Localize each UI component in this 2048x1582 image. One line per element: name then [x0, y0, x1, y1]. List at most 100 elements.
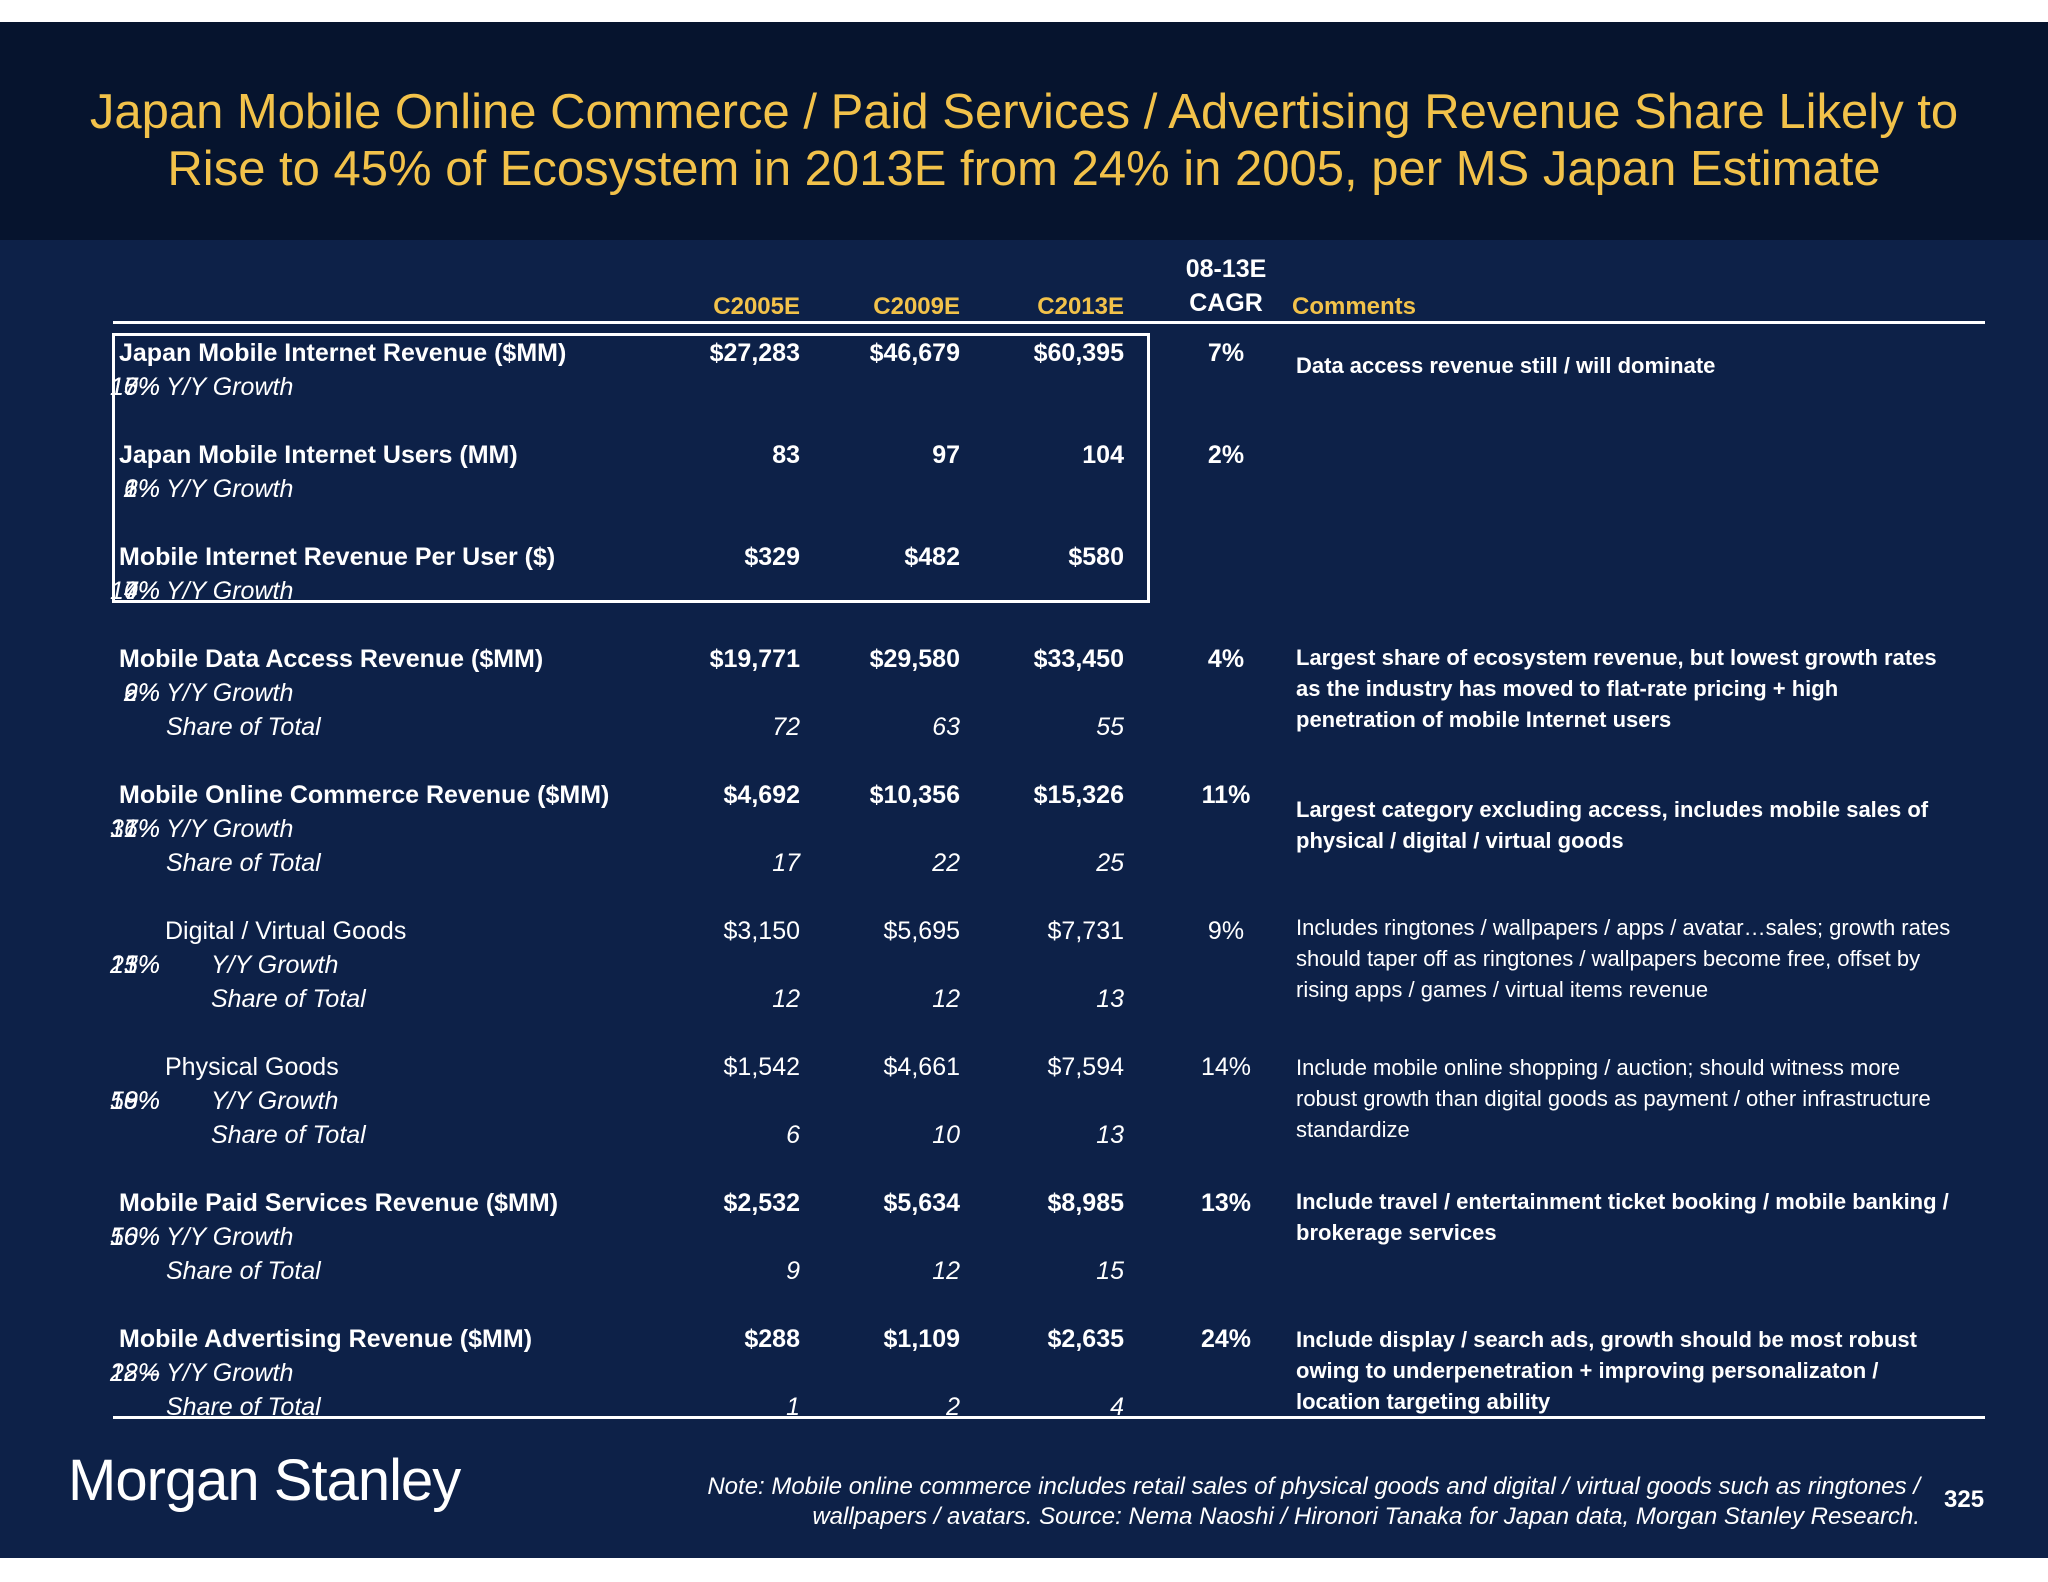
row-label: Share of Total — [211, 1121, 366, 1149]
comment-line: penetration of mobile Internet users — [1296, 707, 1672, 732]
value-c2009: 16% — [109, 815, 160, 843]
header-cagr-bottom: CAGR — [1189, 289, 1263, 317]
comment-line: standardize — [1296, 1117, 1410, 1142]
comment-line: Largest share of ecosystem revenue, but … — [1296, 645, 1937, 670]
value-c2013: $7,731 — [1047, 917, 1124, 945]
comment-line: physical / digital / virtual goods — [1296, 828, 1624, 853]
row-label: Y/Y Growth — [166, 373, 294, 401]
value-c2005: $1,542 — [723, 1053, 800, 1081]
table-row: Mobile Internet Revenue Per User ($) $32… — [0, 540, 2048, 574]
row-label: Y/Y Growth — [166, 1223, 294, 1251]
row-label: Digital / Virtual Goods — [165, 917, 407, 945]
value-c2009: 2% — [123, 475, 160, 503]
comment-line: Include display / search ads, growth sho… — [1296, 1327, 1917, 1352]
row-label: Japan Mobile Internet Users (MM) — [119, 441, 518, 469]
row-label: Share of Total — [211, 985, 366, 1013]
value-cagr: 2% — [1207, 441, 1245, 469]
value-c2009: $482 — [904, 543, 960, 571]
table-row: Share of Total 17 22 25 — [0, 846, 2048, 880]
header-comments: Comments — [1292, 293, 1417, 320]
value-c2005: $3,150 — [723, 917, 800, 945]
value-c2013: $580 — [1068, 543, 1124, 571]
row-label: Y/Y Growth — [211, 1087, 339, 1115]
table-row: Y/Y Growth 59% 18% 10% — [0, 1084, 2048, 1118]
footnote-line-2: wallpapers / avatars. Source: Nema Naosh… — [812, 1503, 1920, 1530]
page-number: 325 — [1944, 1486, 1985, 1513]
table-row: Y/Y Growth 56% 16% 10% — [0, 1220, 2048, 1254]
comment-line: location targeting ability — [1296, 1389, 1551, 1414]
value-c2013: 13 — [1096, 1121, 1124, 1149]
value-c2005: 10% — [109, 577, 160, 605]
row-label: Y/Y Growth — [166, 679, 294, 707]
value-c2005: 83 — [772, 441, 800, 469]
table-row: Y/Y Growth 17% 10% 5% — [0, 370, 2048, 404]
slide: Japan Mobile Online Commerce / Paid Serv… — [0, 22, 2048, 1558]
comment-data-access: Largest share of ecosystem revenue, but … — [1296, 642, 1996, 735]
header-c2009: C2009E — [873, 293, 960, 320]
footnote-line-1: Note: Mobile online commerce includes re… — [707, 1473, 1920, 1500]
table-row: Mobile Data Access Revenue ($MM) $19,771… — [0, 642, 2048, 676]
value-c2005: $329 — [744, 543, 800, 571]
value-c2013: $60,395 — [1033, 339, 1124, 367]
value-c2005: 1 — [786, 1393, 800, 1421]
table-row: Share of Total 6 10 13 — [0, 1118, 2048, 1152]
value-c2013: 25 — [1096, 849, 1124, 877]
row-label: Share of Total — [166, 1257, 321, 1285]
table-row: Share of Total 9 12 15 — [0, 1254, 2048, 1288]
value-c2013: 15 — [1096, 1257, 1124, 1285]
comment-advertising: Include display / search ads, growth sho… — [1296, 1324, 1996, 1417]
value-cagr: 24% — [1200, 1325, 1252, 1353]
value-c2013: 5% — [123, 373, 160, 401]
value-c2005: 21% — [109, 951, 160, 979]
value-c2005: $288 — [744, 1325, 800, 1353]
row-label: Share of Total — [166, 849, 321, 877]
value-c2005: -- — [143, 1359, 160, 1387]
value-cagr: 14% — [1200, 1053, 1252, 1081]
table-row: Y/Y Growth 6% 2% 1% — [0, 472, 2048, 506]
slide-title: Japan Mobile Online Commerce / Paid Serv… — [20, 84, 2028, 198]
value-c2005: 6 — [786, 1121, 800, 1149]
value-cagr: 13% — [1200, 1189, 1252, 1217]
row-label: Mobile Online Commerce Revenue ($MM) — [119, 781, 610, 809]
bottom-rule — [113, 1416, 1985, 1419]
value-c2005: 59% — [109, 1087, 160, 1115]
value-c2009: 16% — [109, 1223, 160, 1251]
value-c2009: 6% — [123, 679, 160, 707]
row-label: Share of Total — [166, 713, 321, 741]
value-c2013: 2% — [123, 679, 160, 707]
value-c2009: 7% — [123, 577, 160, 605]
header-cagr: 08-13E CAGR — [1166, 252, 1286, 320]
value-c2005: 9 — [786, 1257, 800, 1285]
value-cagr: 9% — [1207, 917, 1245, 945]
comment-line: Include travel / entertainment ticket bo… — [1296, 1189, 1949, 1214]
value-c2013: 4% — [123, 577, 160, 605]
value-c2005: 17 — [772, 849, 800, 877]
row-label: Mobile Data Access Revenue ($MM) — [119, 645, 544, 673]
table-row: Y/Y Growth 21% 15% 3% — [0, 948, 2048, 982]
value-c2005: 31% — [109, 815, 160, 843]
value-c2009: 10% — [109, 373, 160, 401]
value-c2009: 15% — [109, 951, 160, 979]
row-label: Y/Y Growth — [166, 577, 294, 605]
value-c2009: $4,661 — [883, 1053, 960, 1081]
value-c2013: 104 — [1082, 441, 1124, 469]
header-c2005: C2005E — [713, 293, 800, 320]
value-c2005: 72 — [772, 713, 800, 741]
comment-line: owing to underpenetration + improving pe… — [1296, 1358, 1879, 1383]
row-label: Mobile Internet Revenue Per User ($) — [119, 543, 556, 571]
value-c2005: $4,692 — [723, 781, 800, 809]
comment-line: rising apps / games / virtual items reve… — [1296, 977, 1709, 1002]
row-label: Mobile Advertising Revenue ($MM) — [119, 1325, 533, 1353]
title-band: Japan Mobile Online Commerce / Paid Serv… — [0, 22, 2048, 240]
row-label: Physical Goods — [165, 1053, 339, 1081]
title-line-2: Rise to 45% of Ecosystem in 2013E from 2… — [167, 142, 1881, 196]
value-c2013: 55 — [1096, 713, 1124, 741]
value-c2005: 6% — [123, 475, 160, 503]
row-label: Mobile Paid Services Revenue ($MM) — [119, 1189, 559, 1217]
comment-internet-revenue: Data access revenue still / will dominat… — [1296, 350, 1996, 381]
title-line-1: Japan Mobile Online Commerce / Paid Serv… — [89, 85, 1959, 139]
value-c2013: 10% — [109, 1223, 160, 1251]
table-row: Share of Total 12 12 13 — [0, 982, 2048, 1016]
value-cagr: 4% — [1207, 645, 1245, 673]
value-cagr: 7% — [1207, 339, 1245, 367]
